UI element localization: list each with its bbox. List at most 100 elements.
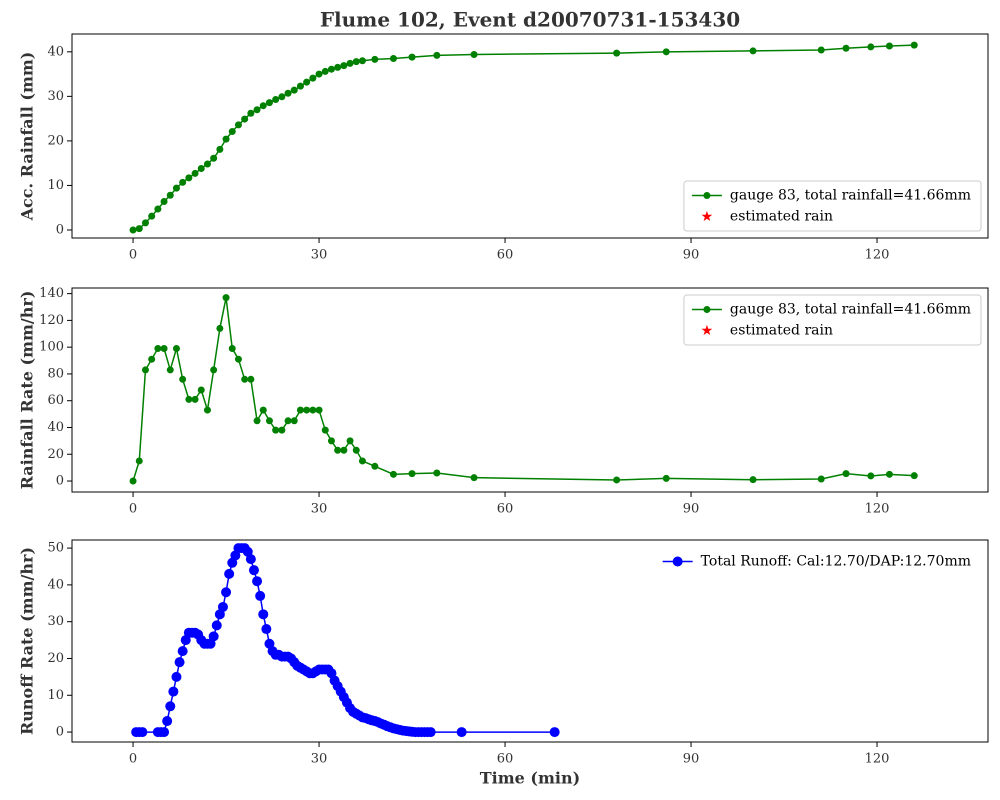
marker — [141, 366, 149, 374]
y-tick-label: 10 — [47, 178, 64, 193]
marker — [165, 701, 176, 712]
marker — [210, 154, 218, 162]
marker — [749, 47, 757, 55]
marker — [340, 446, 348, 454]
marker — [216, 145, 224, 153]
marker — [172, 184, 180, 192]
marker — [197, 165, 205, 173]
marker — [166, 366, 174, 374]
marker — [303, 406, 311, 414]
marker — [166, 191, 174, 199]
legend: Total Runoff: Cal:12.70/DAP:12.70mm — [654, 547, 981, 576]
marker — [222, 294, 230, 302]
marker — [284, 417, 292, 425]
marker — [129, 477, 137, 485]
x-tick-label: 60 — [497, 752, 514, 767]
marker — [910, 41, 918, 49]
marker — [162, 716, 173, 727]
marker — [203, 406, 211, 414]
marker — [334, 63, 342, 71]
marker — [177, 646, 188, 657]
subplot: 0 30 60 90 120 0 10 20 30 40 50 Runoff Rate (mm/hr)… — [18, 539, 989, 788]
marker — [749, 476, 757, 484]
legend: gauge 83, total rainfall=41.66mm estimate… — [683, 294, 982, 346]
marker — [247, 375, 255, 383]
y-tick-label: 50 — [47, 541, 64, 556]
marker — [253, 417, 261, 425]
marker — [662, 48, 670, 56]
marker — [358, 57, 366, 65]
legend-frame — [683, 180, 982, 232]
marker — [185, 395, 193, 403]
marker — [258, 609, 269, 620]
x-tick-label: 0 — [129, 248, 137, 263]
x-tick-label: 120 — [865, 502, 890, 517]
marker — [154, 205, 162, 213]
marker — [259, 102, 267, 110]
marker — [221, 587, 232, 598]
marker — [290, 417, 298, 425]
x-tick-label: 120 — [865, 248, 890, 263]
marker — [159, 727, 170, 738]
axes-frame — [71, 287, 989, 493]
marker — [174, 657, 185, 668]
marker — [549, 727, 560, 738]
y-tick-label: 80 — [47, 366, 64, 381]
marker — [315, 406, 323, 414]
marker — [284, 89, 292, 97]
y-tick-label: 40 — [47, 420, 64, 435]
marker — [135, 225, 143, 233]
marker — [296, 406, 304, 414]
legend-marker — [703, 306, 711, 313]
marker — [290, 86, 298, 94]
marker — [272, 95, 280, 103]
marker — [910, 472, 918, 480]
marker — [389, 54, 397, 62]
legend-marker — [672, 556, 683, 567]
legend-marker — [701, 210, 713, 222]
marker — [208, 631, 219, 642]
marker — [470, 474, 478, 482]
x-tick-label: 0 — [129, 752, 137, 767]
marker — [179, 375, 187, 383]
marker — [179, 178, 187, 186]
y-tick-label: 0 — [56, 725, 64, 740]
marker — [241, 115, 249, 123]
x-tick-label: 30 — [311, 502, 328, 517]
marker — [662, 474, 670, 482]
y-tick-label: 20 — [47, 133, 64, 148]
legend-label: gauge 83, total rainfall=41.66mm — [730, 302, 971, 318]
marker — [321, 67, 329, 75]
y-tick-label: 120 — [39, 313, 64, 328]
marker — [867, 43, 875, 51]
marker — [255, 590, 266, 601]
marker — [172, 345, 180, 353]
chart-title: Flume 102, Event d20070731-153430 — [320, 8, 740, 32]
marker — [259, 406, 267, 414]
x-tick-label: 90 — [683, 752, 700, 767]
axes-frame — [71, 33, 989, 239]
marker — [371, 55, 379, 63]
x-axis-label: Time (min) — [480, 769, 580, 788]
marker — [613, 476, 621, 484]
y-tick-label: 30 — [47, 614, 64, 629]
marker — [228, 128, 236, 136]
marker — [141, 219, 149, 227]
y-tick-label: 40 — [47, 44, 64, 59]
marker — [210, 366, 218, 374]
marker — [197, 386, 205, 394]
marker — [321, 426, 329, 434]
subplot: 0 30 60 90 120 0 10 20 30 40 Flume 102, Event d200… — [18, 8, 989, 263]
marker — [135, 457, 143, 465]
marker — [234, 121, 242, 129]
marker — [842, 470, 850, 478]
marker — [137, 727, 148, 738]
marker — [148, 212, 156, 220]
marker — [278, 426, 286, 434]
marker — [371, 462, 379, 470]
legend-marker — [701, 324, 713, 336]
legend-frame — [654, 547, 981, 576]
marker — [352, 58, 360, 66]
marker — [885, 42, 893, 50]
